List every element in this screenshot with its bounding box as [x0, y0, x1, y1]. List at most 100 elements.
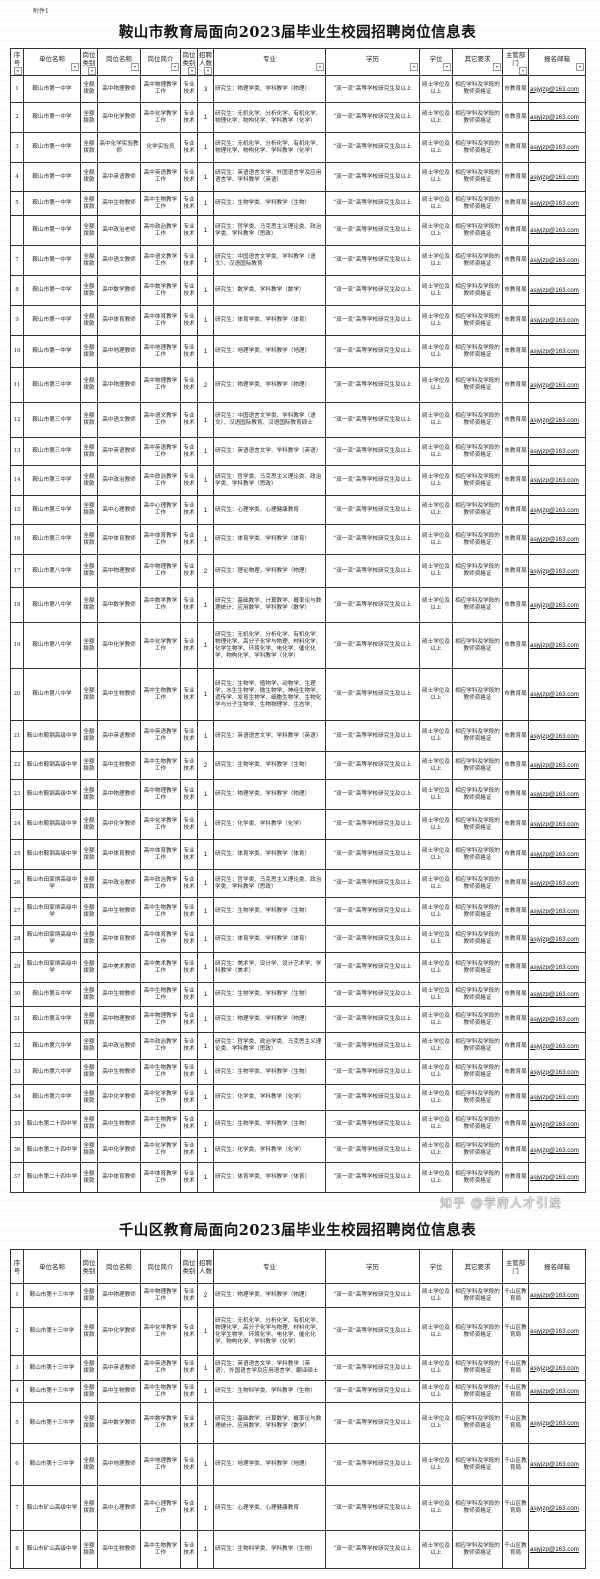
- cell-email[interactable]: asjyjzp@163.com: [528, 809, 586, 840]
- column-header-position-intro[interactable]: 岗位简介 ▾: [140, 48, 181, 76]
- column-header-position-category[interactable]: 岗位类别 ▾: [180, 48, 198, 76]
- column-header-position-type[interactable]: 岗位类别 ▾: [80, 48, 98, 76]
- filter-dropdown-icon[interactable]: ▾: [519, 66, 527, 75]
- cell-email[interactable]: asjyjzp@163.com: [528, 1137, 586, 1163]
- table-row: 10 鞍山市第一中学 全额拨款 高中地理教师 高中地理教学工作 专业技术 1 研究生：地理学类…: [10, 335, 586, 368]
- column-header-email[interactable]: 报名邮箱 ▾: [528, 48, 586, 76]
- cell-email[interactable]: asjyjzp@163.com: [528, 751, 586, 780]
- cell-unit-name: 鞍山市第八中学: [23, 668, 81, 721]
- cell-email[interactable]: asjyjzp@163.com: [528, 1032, 586, 1060]
- cell-text: 鞍山市第一中学: [32, 348, 72, 354]
- cell-email[interactable]: asjyjzp@163.com: [528, 1283, 586, 1308]
- cell-email[interactable]: asjyjzp@163.com: [528, 162, 586, 192]
- column-header-hire-count[interactable]: 招聘人数 ▾: [197, 48, 214, 76]
- cell-email[interactable]: asjyjzp@163.com: [528, 367, 586, 403]
- column-header-hire-count: 招聘人数: [197, 1249, 214, 1284]
- filter-dropdown-icon[interactable]: ▾: [410, 62, 418, 71]
- cell-email[interactable]: asjyjzp@163.com: [528, 982, 586, 1007]
- cell-email[interactable]: asjyjzp@163.com: [528, 1307, 586, 1356]
- filter-dropdown-icon[interactable]: ▾: [171, 62, 179, 71]
- cell-email[interactable]: asjyjzp@163.com: [528, 402, 586, 438]
- column-header-degree[interactable]: 学位 ▾: [419, 48, 453, 76]
- cell-email[interactable]: asjyjzp@163.com: [528, 275, 586, 306]
- filter-dropdown-icon[interactable]: ▾: [71, 62, 79, 71]
- cell-text: 高中生物教师: [102, 1546, 136, 1552]
- column-header-unit-name[interactable]: 单位名称 ▾: [23, 48, 81, 76]
- cell-email[interactable]: asjyjzp@163.com: [528, 1110, 586, 1138]
- cell-text: 8: [15, 287, 19, 293]
- cell-email[interactable]: asjyjzp@163.com: [528, 1443, 586, 1486]
- filter-dropdown-icon[interactable]: ▾: [493, 62, 501, 71]
- cell-hire-count: 1: [197, 1110, 214, 1138]
- filter-dropdown-icon[interactable]: ▾: [188, 66, 196, 75]
- cell-email[interactable]: asjyjzp@163.com: [528, 215, 586, 246]
- cell-email[interactable]: asjyjzp@163.com: [528, 1084, 586, 1111]
- cell-email[interactable]: asjyjzp@163.com: [528, 437, 586, 466]
- cell-text: 8: [15, 1546, 19, 1552]
- cell-text: 高中物理教师: [102, 381, 136, 388]
- cell-email[interactable]: asjyjzp@163.com: [528, 779, 586, 810]
- column-header-seq[interactable]: 序号 ▾: [10, 48, 24, 76]
- cell-hire-count: 1: [197, 524, 214, 555]
- cell-text: 研究生：生物学类、学科教学（生物）: [215, 991, 311, 997]
- column-header-label: 序号: [13, 50, 21, 67]
- cell-position-intro: 化学实验员: [140, 132, 181, 163]
- table-row: 8 鞍山市矿山高级中学 全额拨款 高中生物教师 高中生物教学工作 专业技术 1 研究生：生物科…: [10, 1530, 586, 1569]
- cell-position-name: 高中美术教师: [97, 952, 141, 983]
- column-header-position-name[interactable]: 岗位名称 ▾: [97, 48, 141, 76]
- cell-email[interactable]: asjyjzp@163.com: [528, 720, 586, 752]
- column-header-other-requirements[interactable]: 其它要求 ▾: [452, 48, 503, 76]
- cell-email[interactable]: asjyjzp@163.com: [528, 622, 586, 669]
- filter-dropdown-icon[interactable]: ▾: [443, 62, 451, 71]
- cell-department: 市教育局: [502, 952, 529, 983]
- cell-email[interactable]: asjyjzp@163.com: [528, 524, 586, 555]
- cell-email[interactable]: asjyjzp@163.com: [528, 554, 586, 588]
- cell-text: “双一流”高等学校研究生及以上: [333, 1546, 412, 1552]
- cell-email[interactable]: asjyjzp@163.com: [528, 587, 586, 623]
- filter-row: ▾: [142, 62, 179, 71]
- filter-dropdown-icon[interactable]: ▾: [88, 66, 96, 75]
- cell-email[interactable]: asjyjzp@163.com: [528, 897, 586, 926]
- cell-email[interactable]: asjyjzp@163.com: [528, 75, 586, 103]
- cell-email[interactable]: asjyjzp@163.com: [528, 925, 586, 953]
- cell-email[interactable]: asjyjzp@163.com: [528, 668, 586, 721]
- column-header-education[interactable]: 学历 ▾: [325, 48, 420, 76]
- cell-email[interactable]: asjyjzp@163.com: [528, 1059, 586, 1085]
- column-header-department[interactable]: 主管部门 ▾: [502, 48, 529, 76]
- filter-dropdown-icon[interactable]: ▾: [316, 62, 324, 71]
- cell-text: 高中物理教学工作: [143, 1288, 178, 1302]
- cell-email[interactable]: asjyjzp@163.com: [528, 869, 586, 898]
- cell-text: 研究生：英语语言文学、学科教学（英语）: [215, 732, 322, 739]
- table-row: 13 鞍山市第三中学 全额拨款 高中英语教师 高中英语教学工作 专业技术 1 研究生：英语语言…: [10, 437, 586, 466]
- cell-email[interactable]: asjyjzp@163.com: [528, 1355, 586, 1381]
- cell-email[interactable]: asjyjzp@163.com: [528, 839, 586, 870]
- cell-email[interactable]: asjyjzp@163.com: [528, 1006, 586, 1033]
- cell-email[interactable]: asjyjzp@163.com: [528, 102, 586, 133]
- cell-email[interactable]: asjyjzp@163.com: [528, 1162, 586, 1193]
- table-row: 5 鞍山市第十三中学 全额拨款 高中数学教师 高中数学教学工作 专业技术 1 研究生：基础数学…: [10, 1402, 586, 1444]
- cell-email[interactable]: asjyjzp@163.com: [528, 1485, 586, 1531]
- cell-email[interactable]: asjyjzp@163.com: [528, 1530, 586, 1569]
- filter-dropdown-icon[interactable]: ▾: [131, 62, 139, 71]
- cell-email[interactable]: asjyjzp@163.com: [528, 245, 586, 276]
- filter-dropdown-icon[interactable]: ▾: [204, 66, 212, 75]
- cell-email[interactable]: asjyjzp@163.com: [528, 132, 586, 163]
- cell-email[interactable]: asjyjzp@163.com: [528, 952, 586, 983]
- cell-text: 硕士学位及以上: [422, 253, 450, 267]
- cell-email[interactable]: asjyjzp@163.com: [528, 495, 586, 525]
- cell-email[interactable]: asjyjzp@163.com: [528, 465, 586, 496]
- cell-email[interactable]: asjyjzp@163.com: [528, 191, 586, 216]
- cell-email[interactable]: asjyjzp@163.com: [528, 305, 586, 336]
- cell-email[interactable]: asjyjzp@163.com: [528, 1380, 586, 1403]
- cell-text: 全额拨款: [83, 1288, 95, 1302]
- cell-email[interactable]: asjyjzp@163.com: [528, 335, 586, 368]
- filter-dropdown-icon[interactable]: ▾: [576, 62, 584, 71]
- column-header-major[interactable]: 专业 ▾: [213, 48, 326, 76]
- cell-department: 市教育局: [502, 839, 529, 870]
- cell-text: 研究生：哲学类、马克思主义理论类、政治学类、学科教学（思政）: [215, 223, 322, 237]
- cell-text: 研究生：体育学类、学科教学（体育）: [215, 935, 311, 942]
- filter-dropdown-icon[interactable]: ▾: [14, 66, 22, 75]
- cell-text: 2: [203, 567, 208, 575]
- cell-text: 全额拨款: [83, 1039, 95, 1052]
- cell-email[interactable]: asjyjzp@163.com: [528, 1402, 586, 1444]
